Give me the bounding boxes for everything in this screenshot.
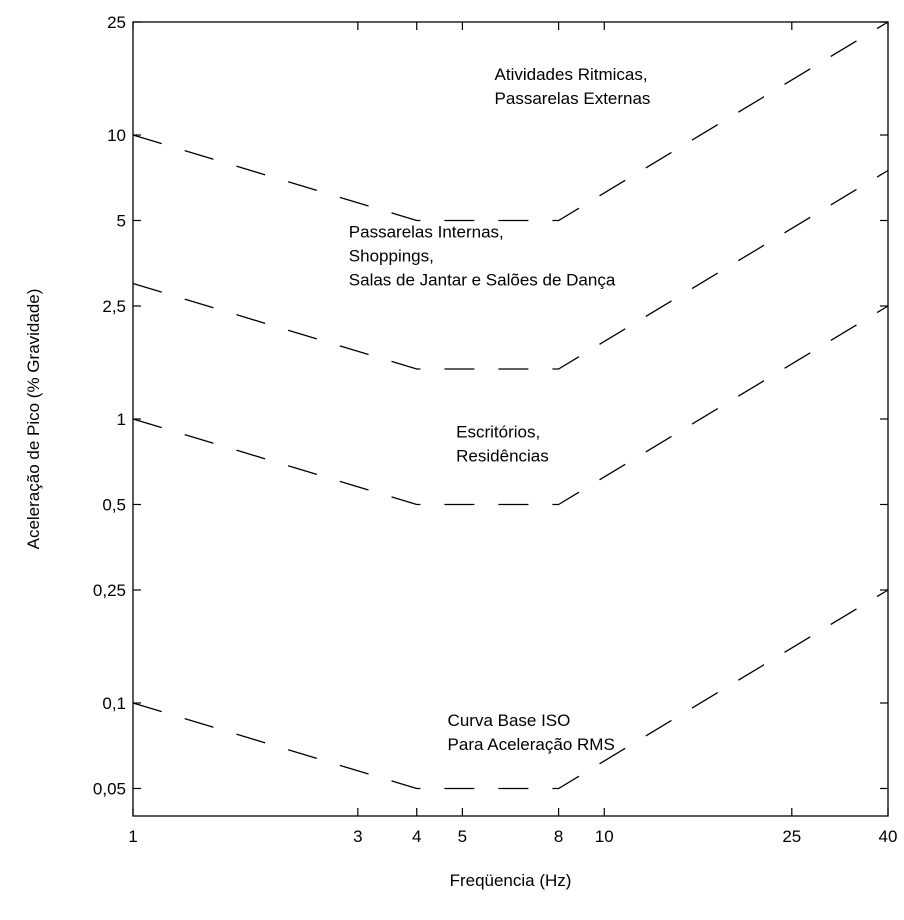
annotation-text: Atividades Ritmicas, bbox=[495, 65, 648, 84]
ticks-layer bbox=[132, 21, 889, 816]
labels-layer: 1 3 4 5 8 10 25 40 0,05 0,1 0,25 0,5 1 2,5 5 10 25 bbox=[93, 13, 898, 846]
annotation-text: Salas de Jantar e Salões de Dança bbox=[349, 271, 616, 290]
annotations-layer: Atividades Ritmicas, Passarelas Externas P… bbox=[349, 65, 651, 754]
y-tick-label: 25 bbox=[107, 13, 126, 32]
y-tick-label: 10 bbox=[107, 126, 126, 145]
annotation-text: Residências bbox=[456, 447, 549, 466]
series-line-4 bbox=[132, 589, 889, 790]
x-tick-label: 5 bbox=[458, 827, 467, 846]
x-tick-label: 8 bbox=[554, 827, 563, 846]
x-tick-label: 10 bbox=[595, 827, 614, 846]
y-tick-label: 0,1 bbox=[102, 694, 126, 713]
y-tick-label: 1 bbox=[117, 410, 126, 429]
y-tick-label: 0,05 bbox=[93, 779, 126, 798]
annotation-text: Shoppings, bbox=[349, 247, 434, 266]
series-line-3 bbox=[132, 305, 889, 506]
x-tick-label: 3 bbox=[353, 827, 362, 846]
y-tick-label: 0,5 bbox=[102, 495, 126, 514]
x-tick-label: 40 bbox=[879, 827, 898, 846]
x-tick-label: 1 bbox=[128, 827, 137, 846]
annotation-text: Passarelas Internas, bbox=[349, 223, 504, 242]
annotation-text: Passarelas Externas bbox=[495, 89, 651, 108]
annotation-text: Escritórios, bbox=[456, 423, 540, 442]
y-tick-label: 2,5 bbox=[102, 297, 126, 316]
annotation-text: Curva Base ISO bbox=[448, 711, 571, 730]
y-tick-label: 5 bbox=[117, 212, 126, 231]
x-tick-label: 25 bbox=[782, 827, 801, 846]
annotation-text: Para Aceleração RMS bbox=[448, 735, 615, 754]
series-line-1 bbox=[132, 21, 889, 222]
y-tick-label: 0,25 bbox=[93, 581, 126, 600]
x-axis-label: Freqüencia (Hz) bbox=[450, 871, 572, 890]
plot-frame bbox=[132, 21, 889, 817]
x-tick-label: 4 bbox=[412, 827, 421, 846]
y-axis-label: Aceleração de Pico (% Gravidade) bbox=[24, 289, 43, 550]
curves-layer bbox=[132, 21, 889, 790]
